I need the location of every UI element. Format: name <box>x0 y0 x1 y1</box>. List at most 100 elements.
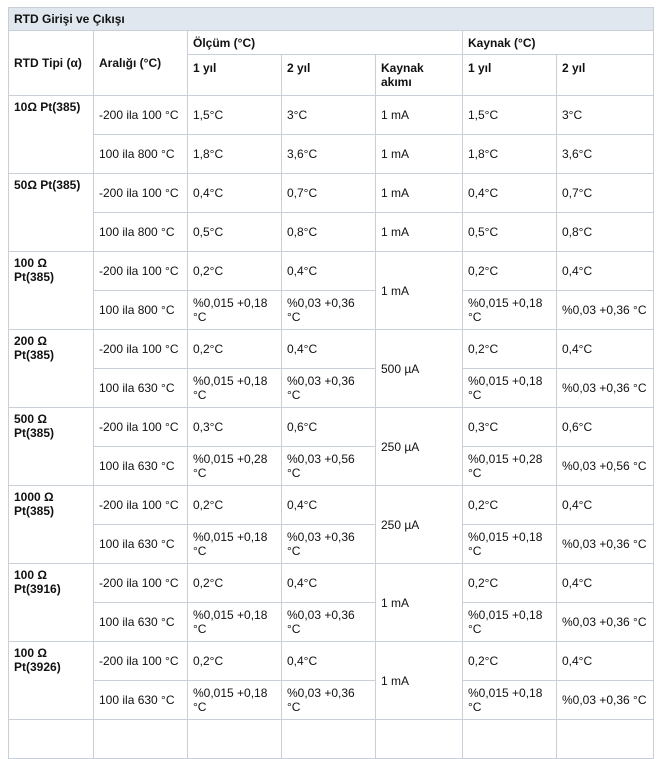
range-cell: 100 ila 630 °C <box>93 446 188 486</box>
empty-cell <box>375 719 463 759</box>
measure-2yr-cell: 0,4°C <box>281 251 376 291</box>
table-row: 100 Ω Pt(385) -200 ila 100 °C 0,2°C 0,4°C 1 … <box>8 251 655 330</box>
rtd-type-cell: 1000 Ω Pt(385) <box>8 485 94 564</box>
measure-2yr-cell: %0,03 +0,36 °C <box>281 368 376 408</box>
current-cell: 1 mA <box>375 212 463 252</box>
current-cell: 250 µA <box>375 407 463 486</box>
table-row: 100 Ω Pt(3916) -200 ila 100 °C 0,2°C 0,4°C 1… <box>8 563 655 642</box>
table-row: 500 Ω Pt(385) -200 ila 100 °C 0,3°C 0,6°C 25… <box>8 407 655 486</box>
range-cell: 100 ila 630 °C <box>93 368 188 408</box>
source-1yr-cell: %0,015 +0,18 °C <box>462 290 557 330</box>
measure-1yr-cell: 0,2°C <box>187 329 282 369</box>
rtd-type-cell: 500 Ω Pt(385) <box>8 407 94 486</box>
source-1yr-cell: 0,4°C <box>462 173 557 213</box>
source-1yr-cell: 0,2°C <box>462 329 557 369</box>
rtd-type-cell: 50Ω Pt(385) <box>8 173 94 252</box>
table-row: 100 ila 630 °C %0,015 +0,18 °C %0,03 +0,36… <box>9 602 655 642</box>
table-row: 50Ω Pt(385) -200 ila 100 °C 0,4°C 0,7°C 1 mA… <box>8 173 655 252</box>
header-source-2yr: 2 yıl <box>555 54 655 96</box>
rtd-spec-table: RTD Girişi ve Çıkışı RTD Tipi (α) Aralığ… <box>7 7 655 759</box>
table-row: 100 Ω Pt(3926) -200 ila 100 °C 0,2°C 0,4°C 1… <box>8 641 655 720</box>
range-cell: 100 ila 630 °C <box>93 524 188 564</box>
empty-cell <box>8 719 94 759</box>
table-body: 10Ω Pt(385) -200 ila 100 °C 1,5°C 3°C 1 mA 1,… <box>8 95 655 759</box>
rtd-type-cell: 200 Ω Pt(385) <box>8 329 94 408</box>
current-cell: 500 µA <box>375 329 463 408</box>
table-row-partial <box>8 719 655 759</box>
table-title: RTD Girişi ve Çıkışı <box>7 7 655 31</box>
measure-2yr-cell: 0,4°C <box>281 485 376 525</box>
empty-cell <box>462 719 557 759</box>
measure-1yr-cell: %0,015 +0,28 °C <box>187 446 282 486</box>
header-measure-1yr: 1 yıl <box>187 54 282 96</box>
range-cell: -200 ila 100 °C <box>93 407 188 447</box>
source-2yr-cell: 0,8°C <box>555 212 655 252</box>
header-measure: Ölçüm (°C) <box>187 30 463 55</box>
source-2yr-cell: %0,03 +0,36 °C <box>555 368 655 408</box>
current-cell: 1 mA <box>375 641 463 720</box>
measure-2yr-cell: %0,03 +0,36 °C <box>281 524 376 564</box>
source-1yr-cell: 0,5°C <box>462 212 557 252</box>
source-1yr-cell: 1,8°C <box>462 134 557 174</box>
range-cell: 100 ila 800 °C <box>93 212 188 252</box>
source-1yr-cell: %0,015 +0,18 °C <box>462 368 557 408</box>
measure-1yr-cell: 0,5°C <box>187 212 282 252</box>
source-2yr-cell: %0,03 +0,56 °C <box>555 446 655 486</box>
range-cell: -200 ila 100 °C <box>93 485 188 525</box>
empty-cell <box>555 719 655 759</box>
source-2yr-cell: %0,03 +0,36 °C <box>555 524 655 564</box>
measure-2yr-cell: 0,4°C <box>281 563 376 603</box>
table-row: 100 ila 630 °C %0,015 +0,18 °C %0,03 +0,36… <box>9 524 655 564</box>
measure-2yr-cell: 0,4°C <box>281 641 376 681</box>
header-current: Kaynak akımı <box>375 54 463 96</box>
source-2yr-cell: 3°C <box>555 95 655 135</box>
source-2yr-cell: 0,4°C <box>555 485 655 525</box>
range-cell: -200 ila 100 °C <box>93 329 188 369</box>
source-1yr-cell: 0,2°C <box>462 641 557 681</box>
current-cell: 1 mA <box>375 134 463 174</box>
measure-2yr-cell: %0,03 +0,36 °C <box>281 680 376 720</box>
range-cell: 100 ila 630 °C <box>93 680 188 720</box>
measure-2yr-cell: 3,6°C <box>281 134 376 174</box>
current-cell: 250 µA <box>375 485 463 564</box>
measure-2yr-cell: 0,4°C <box>281 329 376 369</box>
current-cell: 1 mA <box>375 563 463 642</box>
table-row: 100 ila 630 °C %0,015 +0,18 °C %0,03 +0,36… <box>9 680 655 720</box>
table-row: 100 ila 800 °C 1,8°C 3,6°C 1 mA 1,8°C 3,6°C <box>9 134 655 174</box>
current-cell: 1 mA <box>375 95 463 135</box>
rtd-type-cell: 10Ω Pt(385) <box>8 95 94 174</box>
measure-1yr-cell: %0,015 +0,18 °C <box>187 602 282 642</box>
measure-2yr-cell: %0,03 +0,56 °C <box>281 446 376 486</box>
source-2yr-cell: 0,4°C <box>555 251 655 291</box>
rtd-type-cell: 100 Ω Pt(385) <box>8 251 94 330</box>
measure-1yr-cell: %0,015 +0,18 °C <box>187 524 282 564</box>
range-cell: 100 ila 800 °C <box>93 290 188 330</box>
measure-2yr-cell: %0,03 +0,36 °C <box>281 290 376 330</box>
source-2yr-cell: 0,4°C <box>555 329 655 369</box>
empty-cell <box>93 719 188 759</box>
source-1yr-cell: %0,015 +0,28 °C <box>462 446 557 486</box>
table-row: 100 ila 800 °C %0,015 +0,18 °C %0,03 +0,36… <box>9 290 655 330</box>
source-2yr-cell: %0,03 +0,36 °C <box>555 680 655 720</box>
header-source-1yr: 1 yıl <box>462 54 557 96</box>
source-2yr-cell: 0,4°C <box>555 563 655 603</box>
source-1yr-cell: 1,5°C <box>462 95 557 135</box>
table-row: 1000 Ω Pt(385) -200 ila 100 °C 0,2°C 0,4°C 2… <box>8 485 655 564</box>
measure-1yr-cell: %0,015 +0,18 °C <box>187 368 282 408</box>
range-cell: -200 ila 100 °C <box>93 95 188 135</box>
source-2yr-cell: %0,03 +0,36 °C <box>555 602 655 642</box>
header-range: Aralığı (°C) <box>93 30 188 96</box>
measure-1yr-cell: 0,4°C <box>187 173 282 213</box>
source-1yr-cell: %0,015 +0,18 °C <box>462 680 557 720</box>
range-cell: 100 ila 630 °C <box>93 602 188 642</box>
current-cell: 1 mA <box>375 173 463 213</box>
measure-1yr-cell: 0,2°C <box>187 485 282 525</box>
table-row: 100 ila 800 °C 0,5°C 0,8°C 1 mA 0,5°C 0,8°C <box>9 212 655 252</box>
rtd-type-cell: 100 Ω Pt(3926) <box>8 641 94 720</box>
source-1yr-cell: %0,015 +0,18 °C <box>462 602 557 642</box>
measure-2yr-cell: 0,6°C <box>281 407 376 447</box>
range-cell: -200 ila 100 °C <box>93 563 188 603</box>
source-1yr-cell: %0,015 +0,18 °C <box>462 524 557 564</box>
measure-2yr-cell: %0,03 +0,36 °C <box>281 602 376 642</box>
range-cell: -200 ila 100 °C <box>93 173 188 213</box>
